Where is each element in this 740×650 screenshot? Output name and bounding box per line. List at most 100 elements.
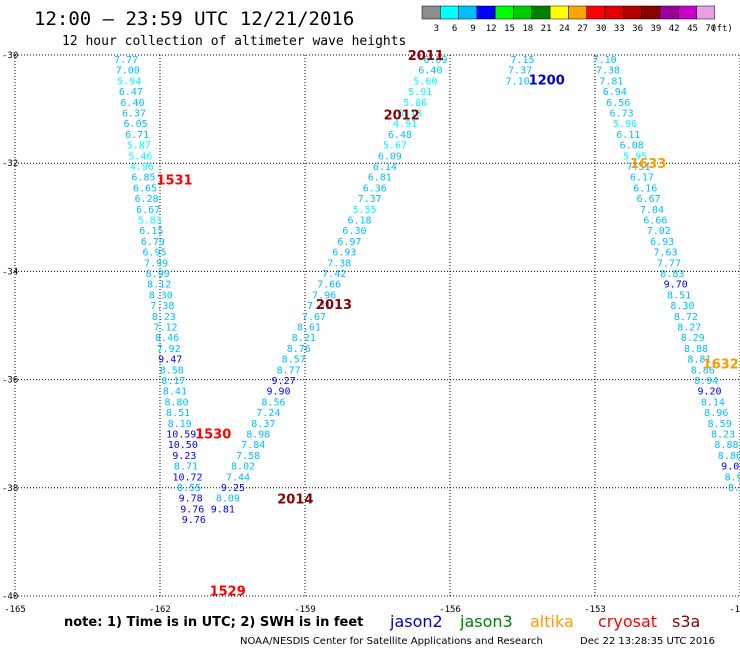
y-tick-label: -34 [2, 267, 18, 277]
swh-value: 9.76 [180, 504, 204, 515]
swh-value: 8.88 [684, 344, 708, 355]
legend-label: 15 [504, 24, 515, 34]
swh-value: 6.79 [141, 237, 165, 248]
legend-swatch [531, 5, 551, 20]
swh-value: 6.94 [603, 87, 627, 98]
note-text: note: 1) Time is in UTC; 2) SWH is in fe… [64, 615, 363, 630]
time-label: 1529 [210, 585, 246, 600]
swh-value: 5.13 [398, 109, 422, 120]
swh-value: 8.72 [674, 312, 698, 323]
swh-value: 9.70 [664, 280, 688, 291]
swh-value: 8.55 [177, 483, 201, 494]
legend-label: 36 [632, 24, 643, 34]
swh-value: 8.88 [714, 440, 738, 451]
legend-label: 12 [486, 24, 497, 34]
swh-value: 6.37 [122, 109, 146, 120]
swh-value: 8.98 [246, 430, 270, 441]
swh-value: 8.51 [667, 290, 691, 301]
legend-swatch [659, 5, 679, 20]
swh-value: 8.23 [152, 312, 176, 323]
legend-label: 3 [434, 24, 439, 34]
legend-label: 39 [650, 24, 661, 34]
swh-value: 6.93 [332, 248, 356, 259]
legend-swatch [677, 5, 697, 20]
swh-value: 8.91 [725, 472, 740, 483]
swh-value: 7.44 [226, 472, 250, 483]
swh-value: 9.81 [211, 504, 235, 515]
swh-value: 10.50 [168, 440, 198, 451]
swh-value: 6.17 [630, 173, 654, 184]
swh-value: 6.40 [418, 66, 442, 77]
track-s3a: 6.096.405.605.915.865.134.916.485.676.09… [211, 49, 448, 515]
satellite-cryosat: cryosat [598, 612, 657, 631]
swh-value: 7.04 [640, 205, 664, 216]
swh-value: 5.86 [403, 98, 427, 109]
swh-value: 6.66 [643, 216, 667, 227]
swh-value: 6.97 [337, 237, 361, 248]
satellite-s3a: s3a [672, 612, 700, 631]
footer-timestamp: Dec 22 13:28:35 UTC 2016 [580, 636, 715, 647]
legend-swatch [440, 5, 459, 20]
swh-value: 6.56 [606, 98, 630, 109]
swh-value: 8.27 [677, 323, 701, 334]
swh-value: 7.37 [508, 66, 532, 77]
swh-value: 6.16 [633, 183, 657, 194]
swh-value: 9.01 [721, 462, 740, 473]
swh-value: 8.46 [155, 333, 179, 344]
swh-value: 5.87 [127, 141, 151, 152]
swh-value: 5.91 [408, 87, 432, 98]
swh-value: 8.14 [701, 397, 725, 408]
swh-value: 7.38 [596, 66, 620, 77]
swh-value: 8.12 [147, 280, 171, 291]
swh-value: 7.38 [150, 301, 174, 312]
swh-value: 9.47 [158, 355, 182, 366]
x-tick-label: -159 [294, 605, 316, 615]
legend-swatch [421, 5, 441, 20]
chart-subtitle: 12 hour collection of altimeter wave hei… [62, 34, 406, 49]
swh-value: 8.71 [174, 462, 198, 473]
legend-swatch [494, 5, 514, 20]
swh-value: 8.58 [160, 365, 184, 376]
swh-value: 8.59 [708, 419, 732, 430]
satellite-jason3: jason3 [459, 612, 513, 631]
color-legend: 3 6 9 12 15 18 21 24 27 30 33 36 39 42 45 70(ft) [421, 5, 733, 34]
swh-value: 9.27 [272, 376, 296, 387]
swh-value: 8.83 [660, 269, 684, 280]
swh-value: 9.23 [172, 451, 196, 462]
swh-value: 8.56 [261, 397, 285, 408]
track-cryosat: 7.777.005.946.476.406.376.056.715.875.46… [114, 55, 246, 600]
legend-label: 9 [470, 24, 475, 34]
swh-value: 5.95 [623, 151, 647, 162]
legend-unit: (ft) [711, 24, 733, 34]
swh-value: 6.14 [373, 162, 397, 173]
swh-value: 6.11 [616, 130, 640, 141]
swh-value: 6.36 [363, 183, 387, 194]
swh-value: 8.29 [681, 333, 705, 344]
time-label: 1632 [703, 357, 739, 372]
swh-value: 7.51 [626, 162, 650, 173]
swh-value: 6.40 [120, 98, 144, 109]
legend-label: 70 [705, 24, 716, 34]
swh-value: 8.09 [216, 494, 240, 505]
swh-value: 5.60 [413, 76, 437, 87]
swh-value: 7.67 [302, 312, 326, 323]
swh-value: 9.25 [221, 483, 245, 494]
time-label: 1531 [156, 173, 192, 188]
swh-value: 7.38 [327, 258, 351, 269]
x-tick-label: -165 [4, 605, 26, 615]
swh-value: 7.12 [153, 323, 177, 334]
swh-value: 9.20 [698, 387, 722, 398]
legend-label: 24 [559, 24, 570, 34]
legend-swatch [641, 5, 661, 20]
legend-label: 18 [522, 24, 533, 34]
swh-value: 10.72 [172, 472, 202, 483]
satellite-altika: altika [530, 612, 574, 631]
y-tick-label: -38 [2, 484, 18, 494]
swh-value: 8.41 [163, 387, 187, 398]
swh-value: 8.51 [728, 483, 740, 494]
swh-value: 6.09 [378, 151, 402, 162]
legend-swatch [476, 5, 496, 20]
swh-value: 8.21 [292, 333, 316, 344]
swh-value: 8.96 [704, 408, 728, 419]
